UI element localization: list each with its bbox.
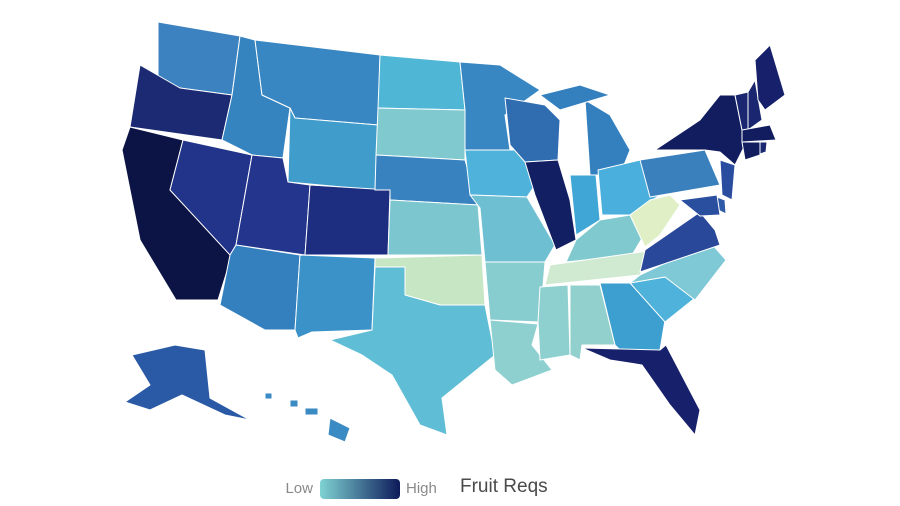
state-shape — [375, 107, 466, 161]
state-shape — [264, 392, 273, 400]
state-shape — [581, 344, 701, 436]
state — [374, 154, 479, 206]
state — [219, 244, 301, 331]
state-shape — [304, 184, 391, 256]
state — [581, 344, 701, 436]
state — [741, 141, 761, 161]
legend-title: Fruit Reqs — [460, 476, 548, 497]
legend-gradient — [320, 479, 400, 499]
state-shape — [377, 54, 466, 111]
state-shape — [741, 141, 761, 161]
state-shape — [374, 154, 479, 206]
state-shape — [759, 141, 768, 155]
state-shape — [747, 79, 763, 131]
state — [747, 79, 763, 131]
state-shape — [629, 194, 681, 248]
state — [741, 124, 777, 143]
state-shape — [639, 211, 721, 273]
state-shape — [584, 99, 631, 176]
state-shape — [679, 194, 721, 217]
state — [639, 149, 721, 198]
state — [124, 344, 251, 421]
state — [639, 211, 721, 273]
state-shape — [327, 417, 351, 443]
state — [719, 159, 736, 201]
state-shape — [289, 399, 299, 408]
state — [754, 44, 786, 111]
state-shape — [539, 84, 611, 111]
state — [294, 254, 376, 339]
legend-high: High — [406, 480, 437, 497]
state-shape — [304, 407, 319, 416]
state — [629, 194, 681, 248]
state-shape — [719, 159, 736, 201]
legend-low: Low — [285, 480, 313, 497]
state — [375, 107, 466, 161]
state-shape — [459, 61, 541, 151]
state-shape — [484, 261, 546, 323]
state-shape — [537, 284, 571, 361]
states — [121, 21, 786, 443]
legend: Low High Fruit Reqs — [285, 476, 548, 499]
state — [537, 284, 571, 361]
state-shape — [387, 199, 483, 256]
state — [377, 54, 466, 111]
state — [329, 266, 496, 436]
state — [304, 184, 391, 256]
state — [264, 392, 351, 443]
state — [459, 61, 541, 151]
state-shape — [124, 344, 251, 421]
state — [539, 84, 631, 176]
state-shape — [741, 124, 777, 143]
state — [759, 141, 768, 155]
state — [484, 261, 546, 323]
state-shape — [294, 254, 376, 339]
state — [387, 199, 483, 256]
state-shape — [754, 44, 786, 111]
state — [679, 194, 721, 217]
state-shape — [329, 266, 496, 436]
state-shape — [639, 149, 721, 198]
state-shape — [219, 244, 301, 331]
